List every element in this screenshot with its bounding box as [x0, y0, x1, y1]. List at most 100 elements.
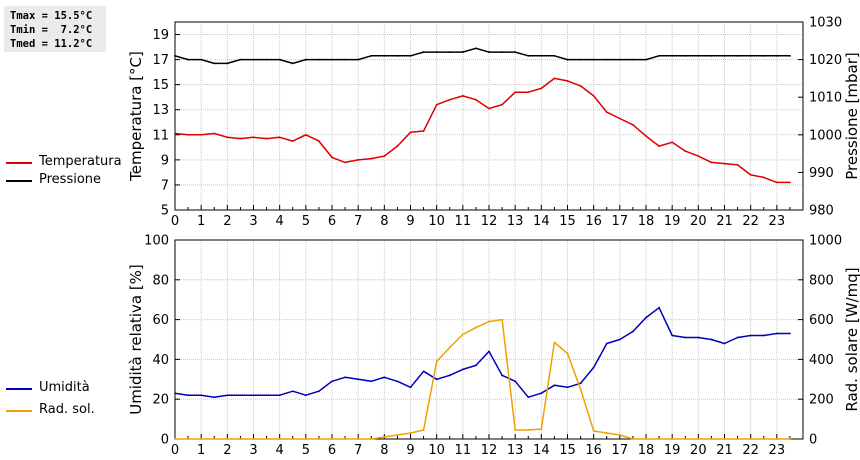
y-right-tick-label: 1010 [809, 91, 842, 106]
data-point-pressione [318, 58, 320, 61]
data-point-temperatura [566, 80, 569, 82]
data-point-pressione [553, 54, 556, 57]
data-point-umidit [697, 336, 700, 339]
x-tick-label: 16 [585, 443, 602, 458]
data-point-rad-sol [540, 428, 543, 430]
data-point-pressione [239, 58, 242, 61]
data-point-temperatura [632, 123, 634, 126]
data-point-rad-sol [488, 320, 490, 323]
x-tick-label: 0 [171, 214, 179, 229]
data-point-temperatura [645, 135, 647, 137]
data-point-pressione [540, 54, 543, 57]
data-point-temperatura [605, 111, 608, 114]
tmed-stat: Tmed = 11.2°C [10, 38, 93, 50]
data-point-rad-sol [618, 434, 621, 436]
data-point-umidit [789, 332, 791, 335]
data-point-temperatura [265, 137, 268, 140]
x-tick-label: 15 [559, 214, 576, 229]
data-point-temperatura [304, 133, 307, 136]
data-point-rad-sol [383, 436, 386, 438]
series-line-rad-sol [175, 318, 790, 440]
y-right-tick-label: 600 [809, 313, 834, 328]
x-tick-label: 11 [455, 214, 472, 229]
data-point-umidit [239, 394, 242, 397]
y-left-tick-label: 15 [152, 78, 169, 93]
data-point-umidit [174, 392, 176, 395]
x-tick-label: 3 [249, 214, 257, 229]
data-point-rad-sol [605, 432, 608, 434]
data-point-umidit [461, 368, 464, 371]
y-left-axis-label: Temperatura [°C] [127, 51, 145, 182]
data-point-pressione [291, 62, 294, 65]
data-point-umidit [762, 334, 765, 337]
data-point-rad-sol [514, 429, 517, 431]
data-point-temperatura [671, 141, 674, 144]
data-point-temperatura [775, 181, 778, 184]
data-point-pressione [723, 54, 726, 57]
data-point-umidit [566, 386, 569, 389]
data-point-temperatura [749, 174, 752, 176]
stats-box: Tmax = 15.5°C Tmin = 7.2°C Tmed = 11.2°C [4, 6, 106, 52]
x-tick-label: 21 [716, 214, 733, 229]
data-point-rad-sol [422, 429, 425, 431]
data-point-pressione [383, 54, 386, 57]
legend-label-umidita: Umidità [39, 380, 90, 395]
data-point-temperatura [239, 137, 242, 140]
data-point-pressione [527, 54, 530, 57]
data-point-pressione [762, 54, 765, 57]
data-point-temperatura [488, 107, 490, 110]
data-point-umidit [187, 394, 189, 397]
legend-label-rad-sol: Rad. sol. [39, 402, 95, 417]
legend-label-pressione: Pressione [39, 172, 102, 187]
x-tick-label: 15 [559, 443, 576, 458]
x-tick-label: 20 [690, 443, 707, 458]
x-tick-label: 9 [406, 443, 414, 458]
data-point-umidit [488, 350, 490, 353]
data-point-pressione [226, 62, 229, 65]
data-point-pressione [200, 58, 203, 61]
data-point-umidit [331, 380, 333, 383]
y-left-tick-label: 9 [161, 153, 169, 168]
data-point-umidit [684, 336, 687, 339]
data-point-umidit [736, 336, 739, 339]
data-point-temperatura [344, 161, 346, 164]
x-tick-label: 4 [276, 443, 284, 458]
x-tick-label: 19 [664, 443, 681, 458]
data-point-rad-sol [775, 438, 778, 440]
data-point-temperatura [540, 87, 543, 90]
data-point-rad-sol [684, 438, 687, 440]
data-point-umidit [645, 316, 647, 319]
data-point-umidit [318, 390, 320, 393]
data-point-pressione [632, 58, 634, 61]
y-right-tick-label: 990 [809, 166, 834, 181]
data-point-temperatura [762, 176, 765, 179]
data-point-umidit [671, 334, 674, 337]
data-point-pressione [645, 58, 647, 61]
x-tick-label: 18 [638, 214, 655, 229]
legend-swatch-temperatura [6, 162, 32, 164]
data-point-temperatura [318, 140, 320, 142]
data-point-rad-sol [658, 438, 660, 440]
x-tick-label: 2 [223, 443, 231, 458]
y-left-tick-label: 20 [152, 393, 169, 408]
data-point-umidit [226, 394, 229, 397]
y-left-tick-label: 80 [152, 273, 169, 288]
y-right-axis-label: Pressione [mbar] [843, 52, 860, 180]
data-point-rad-sol [566, 352, 569, 355]
data-point-pressione [422, 51, 425, 53]
x-tick-label: 0 [171, 443, 179, 458]
data-point-pressione [618, 58, 621, 61]
data-point-umidit [396, 380, 399, 383]
data-point-temperatura [514, 91, 517, 94]
data-point-umidit [475, 364, 477, 367]
data-point-umidit [618, 338, 621, 341]
y-left-tick-label: 40 [152, 353, 169, 368]
data-point-pressione [710, 54, 713, 57]
data-point-rad-sol [200, 438, 203, 440]
series-rad-sol [174, 318, 791, 440]
legend-item-rad-sol: Rad. sol. [6, 402, 136, 418]
data-point-temperatura [579, 85, 582, 87]
data-point-rad-sol [762, 438, 765, 440]
